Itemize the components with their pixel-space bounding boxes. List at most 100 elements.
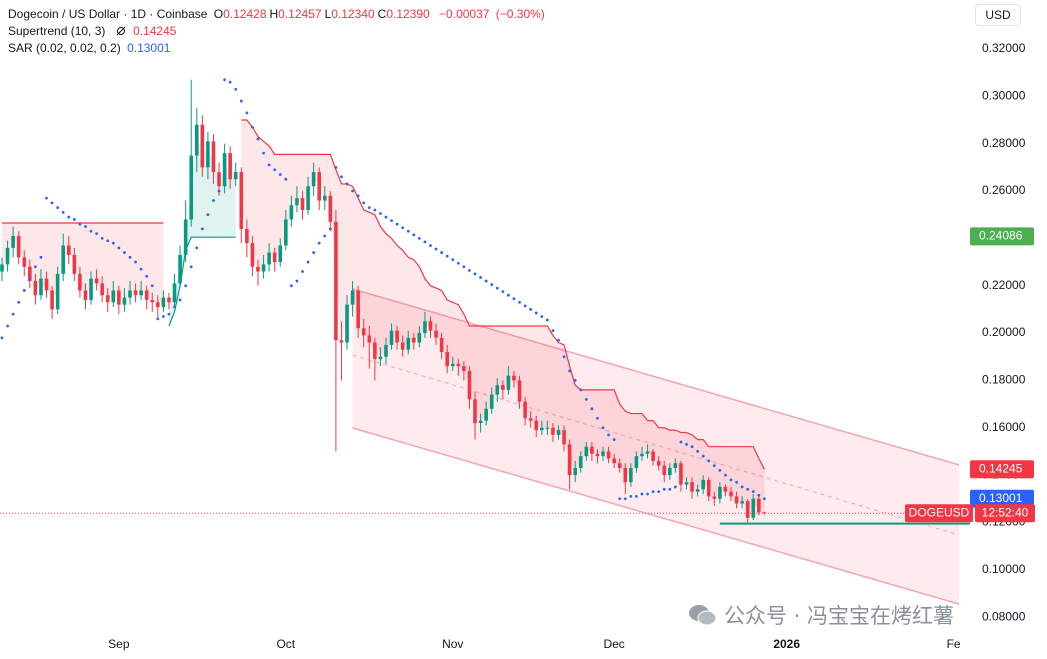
candle-body [434, 330, 438, 338]
sar-dot [106, 239, 110, 243]
candle-body [612, 458, 616, 464]
sar-dot [228, 80, 232, 84]
candle-body [150, 299, 155, 303]
candle-body [578, 456, 583, 469]
sar-dot [334, 165, 338, 169]
candle-body [512, 375, 516, 381]
sar-dot [518, 300, 521, 304]
candle-body [133, 290, 138, 296]
y-tick-label: 0.20000 [982, 325, 1026, 339]
sar-dot [701, 454, 705, 458]
sar-dot [323, 234, 327, 238]
sar-dot [557, 338, 560, 342]
price-badge-label: 0.13001 [979, 491, 1023, 505]
x-tick-label: Oct [276, 637, 295, 651]
sar-dot [456, 261, 460, 265]
indicator-legend[interactable]: Supertrend (10, 3) 0.14245 [8, 23, 179, 39]
sar-dot [417, 236, 421, 240]
indicator-name: SAR (0.02, 0.02, 0.2) [8, 41, 121, 55]
sar-dot [707, 459, 711, 463]
candle-body [757, 498, 761, 513]
candle-body [462, 366, 466, 371]
candle-body [540, 427, 544, 431]
countdown-label: 12:52:40 [982, 505, 1029, 519]
sar-dot [373, 208, 377, 212]
sar-dot [401, 226, 405, 230]
sar-dot [223, 78, 227, 82]
sar-dot [729, 478, 733, 482]
sar-dot [473, 272, 477, 276]
change-pct: (−0.30%) [495, 7, 545, 21]
indicator-legend[interactable]: SAR (0.02, 0.02, 0.2) 0.13001 [8, 40, 173, 56]
sar-dot [39, 255, 43, 259]
candle-body [83, 290, 88, 300]
candle-body [55, 273, 60, 310]
candle-body [11, 236, 15, 248]
hidden-icon[interactable] [116, 26, 126, 36]
sar-dot [685, 442, 688, 446]
sar-dot [751, 490, 755, 494]
candle-body [645, 451, 650, 454]
sar-dot [123, 251, 126, 254]
candle-body [584, 446, 589, 457]
sar-dot [45, 196, 48, 200]
sar-dot [735, 480, 738, 484]
candle-body [256, 266, 260, 272]
candle-body [545, 427, 550, 429]
candle-body [317, 172, 322, 201]
sar-dot [623, 497, 627, 501]
sar-dot [100, 236, 104, 240]
candle-body [5, 247, 10, 265]
change: −0.00037 [439, 7, 490, 21]
candle-body [44, 278, 49, 291]
sar-dot [395, 222, 399, 226]
candle-body [200, 124, 205, 168]
candle-body [478, 420, 483, 424]
sar-dot [629, 495, 633, 498]
candle-body [706, 479, 711, 497]
candle-body [144, 290, 149, 300]
sar-dot [523, 304, 527, 308]
candle-body [322, 195, 327, 201]
sar-dot [640, 492, 644, 496]
price-badge [970, 460, 1034, 479]
indicator-value: 0.14245 [133, 24, 177, 38]
candle-body [373, 342, 377, 360]
supertrend-line [2, 119, 765, 470]
sar-dot [423, 240, 427, 244]
supertrend-fill [241, 120, 765, 513]
sar-dot [651, 490, 655, 494]
sar-dot [607, 433, 610, 437]
candle-body [523, 401, 527, 419]
sar-dot [173, 305, 176, 309]
x-tick-label: 2026 [773, 637, 800, 651]
sar-dot [668, 487, 672, 491]
candle-body [595, 453, 600, 457]
currency-button[interactable]: USD [975, 4, 1021, 26]
candle-body [245, 228, 249, 244]
candle-body [367, 335, 372, 343]
candle-body [423, 321, 427, 334]
sar-dot [362, 201, 366, 205]
legend-value: 0.12390 [386, 7, 430, 21]
candle-body [751, 498, 756, 518]
candle-body [78, 273, 82, 291]
sar-dot [267, 163, 271, 167]
sar-dot [495, 286, 499, 290]
candle-body [278, 245, 283, 263]
candle-body [551, 427, 555, 435]
countdown-badge [975, 504, 1035, 523]
sar-dot [184, 284, 188, 288]
candle-body [501, 385, 505, 390]
wechat-icon [689, 605, 717, 626]
candle-body [250, 243, 255, 267]
sar-dot [251, 125, 254, 129]
candle-body [117, 290, 121, 305]
candle-body [239, 172, 244, 229]
candle-body [94, 278, 99, 284]
sar-dot [434, 247, 438, 251]
candle-body [456, 363, 461, 367]
candle-body [111, 290, 116, 303]
sar-dot [117, 246, 121, 250]
